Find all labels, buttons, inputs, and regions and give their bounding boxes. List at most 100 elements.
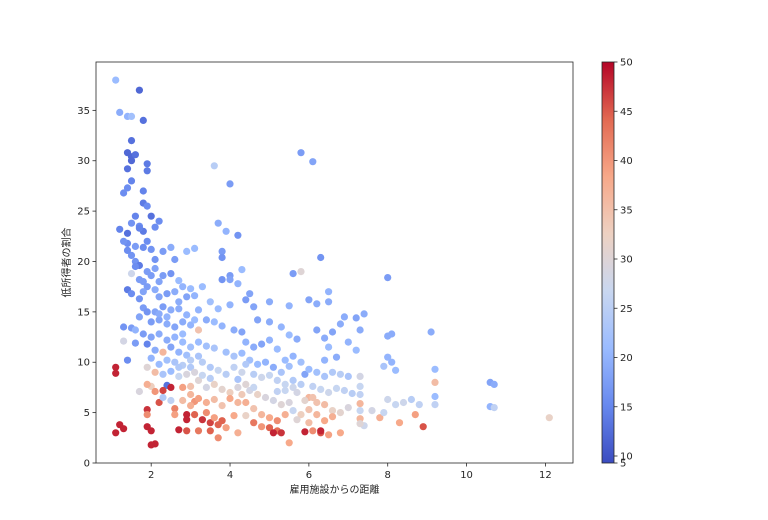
data-point xyxy=(340,386,348,395)
x-tick-label: 8 xyxy=(385,470,391,481)
data-point xyxy=(230,412,238,420)
plot-frame xyxy=(95,61,574,464)
data-point xyxy=(198,416,206,424)
data-point xyxy=(384,395,392,404)
data-point xyxy=(163,290,171,298)
data-point xyxy=(348,389,356,398)
colorbar-tick-label: 45 xyxy=(620,107,633,118)
data-point xyxy=(194,306,203,314)
data-point xyxy=(155,217,163,225)
data-point xyxy=(175,363,183,371)
data-point xyxy=(226,301,234,309)
data-point xyxy=(120,237,128,245)
data-point xyxy=(187,390,195,399)
data-point xyxy=(325,388,333,397)
data-point xyxy=(218,253,226,262)
data-point xyxy=(210,395,218,404)
data-point xyxy=(380,409,388,417)
data-point xyxy=(175,348,183,356)
data-point xyxy=(159,272,167,280)
colorbar-tick-label: 25 xyxy=(620,304,633,315)
data-point xyxy=(254,316,262,324)
data-point xyxy=(127,177,136,185)
data-point xyxy=(261,393,270,402)
data-point xyxy=(269,396,277,405)
data-point xyxy=(159,370,167,378)
data-point xyxy=(151,223,159,231)
data-point xyxy=(143,202,151,210)
y-tick-label: 0 xyxy=(84,459,90,470)
data-point xyxy=(143,167,151,175)
data-point xyxy=(147,272,155,280)
data-point xyxy=(328,368,337,376)
data-point xyxy=(258,423,266,431)
data-point xyxy=(238,266,246,274)
data-point xyxy=(218,385,226,393)
data-point xyxy=(301,396,309,405)
data-point xyxy=(120,323,128,331)
colorbar-tick-label: 50 xyxy=(620,58,633,69)
data-point xyxy=(317,427,325,435)
x-tick-label: 12 xyxy=(539,470,552,481)
data-point xyxy=(273,387,281,396)
data-point xyxy=(183,311,191,319)
data-point xyxy=(143,308,151,316)
data-point xyxy=(191,368,199,376)
data-point xyxy=(431,401,439,409)
data-point xyxy=(289,352,297,360)
data-point xyxy=(198,283,206,291)
y-tick-label: 35 xyxy=(77,106,90,117)
data-point xyxy=(187,321,195,329)
data-point xyxy=(356,420,364,428)
data-point xyxy=(265,414,274,422)
data-point xyxy=(210,380,218,388)
data-point xyxy=(206,374,214,382)
data-point xyxy=(277,429,285,437)
data-point xyxy=(273,417,281,425)
data-point xyxy=(285,302,293,310)
data-point xyxy=(250,370,258,378)
data-point xyxy=(238,328,246,336)
data-point xyxy=(384,274,392,282)
data-point xyxy=(131,212,139,220)
data-point xyxy=(139,288,147,296)
data-point xyxy=(171,405,179,413)
data-point xyxy=(187,285,195,293)
data-point xyxy=(155,398,163,407)
data-point xyxy=(171,358,179,366)
data-point xyxy=(313,411,321,419)
data-point xyxy=(289,270,297,278)
data-point xyxy=(210,318,218,326)
data-point xyxy=(167,306,175,314)
data-point xyxy=(419,423,427,431)
data-point xyxy=(139,187,147,195)
data-point xyxy=(222,424,230,432)
data-point xyxy=(285,331,293,339)
data-point xyxy=(183,293,191,301)
data-point xyxy=(218,402,226,410)
data-point xyxy=(210,414,218,422)
data-point xyxy=(265,424,274,432)
data-point xyxy=(431,365,439,373)
data-point xyxy=(234,398,242,407)
data-point xyxy=(147,212,155,220)
data-point xyxy=(325,431,333,439)
data-point xyxy=(332,384,341,392)
data-point xyxy=(167,243,175,251)
data-point xyxy=(490,404,498,412)
data-point xyxy=(155,330,163,338)
data-point xyxy=(131,326,139,334)
data-point xyxy=(222,370,230,378)
data-point xyxy=(317,253,325,262)
data-point xyxy=(175,426,183,434)
data-point xyxy=(214,434,222,442)
data-point xyxy=(194,352,203,360)
data-point xyxy=(289,383,297,391)
data-point xyxy=(206,363,214,371)
data-point xyxy=(242,360,250,368)
data-point xyxy=(297,149,305,157)
data-point xyxy=(112,429,120,437)
data-point xyxy=(187,363,195,371)
data-point xyxy=(356,326,364,334)
